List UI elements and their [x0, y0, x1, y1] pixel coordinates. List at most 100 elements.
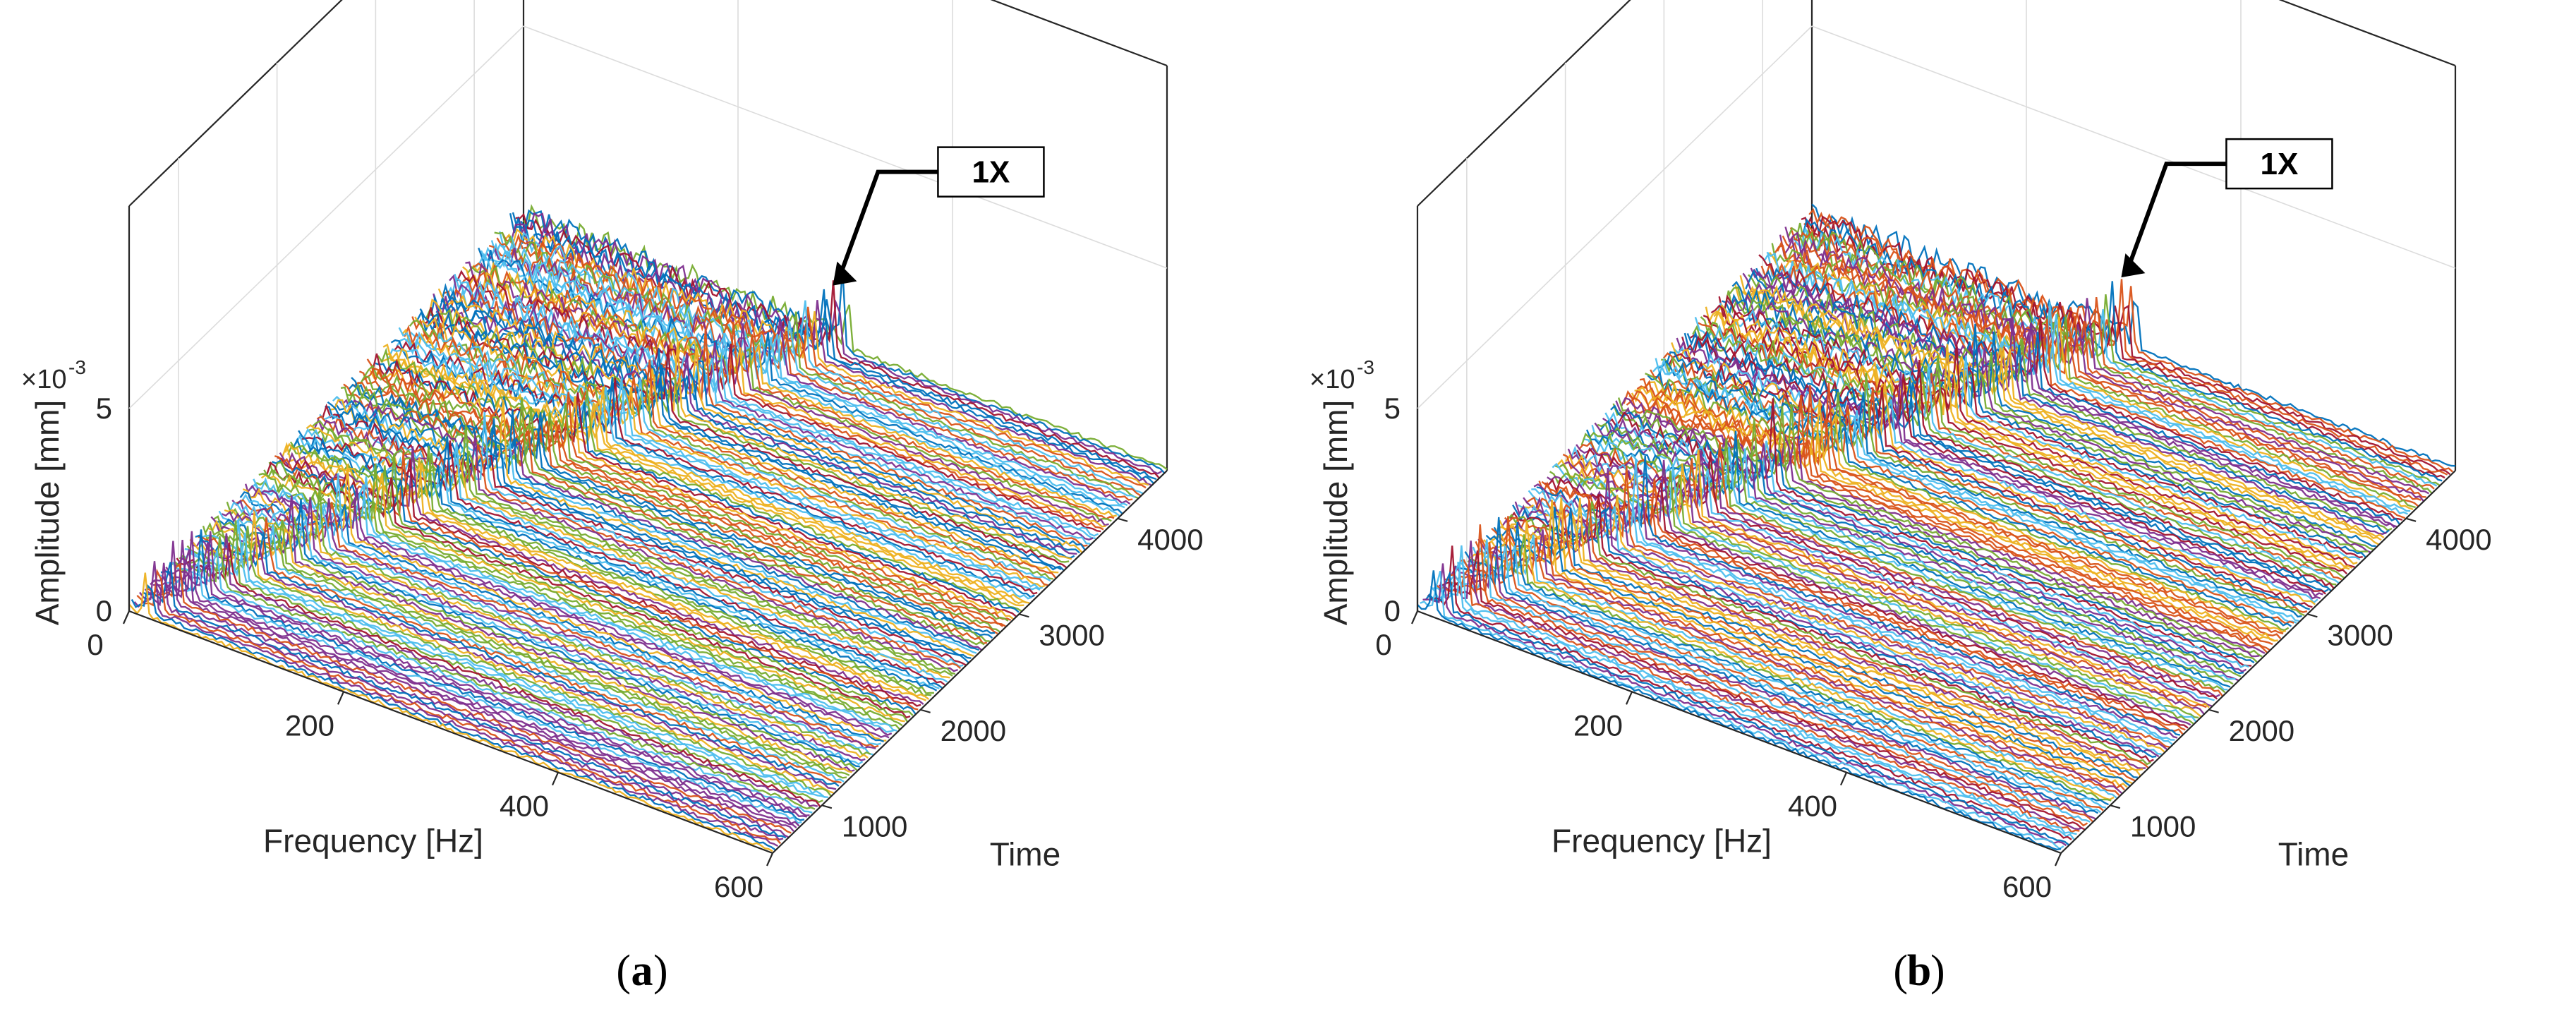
spectrum-trace — [1536, 455, 2181, 736]
spectrum-trace — [1661, 356, 2305, 617]
spectrum-trace — [1518, 504, 2162, 755]
spectrum-trace — [1683, 332, 2329, 593]
y-tick-label: 2000 — [2229, 714, 2294, 747]
spectrum-trace — [176, 542, 821, 808]
spectrum-trace — [490, 240, 1136, 498]
spectrum-trace — [263, 465, 909, 723]
x-tick-label: 400 — [1788, 790, 1837, 823]
spectrum-trace — [1657, 359, 2302, 618]
x-tick-label: 0 — [87, 628, 103, 661]
spectrum-traces — [1417, 203, 2456, 851]
spectrum-trace — [346, 383, 990, 642]
spectrum-trace — [1671, 342, 2316, 605]
z-tick-label: 5 — [96, 392, 112, 425]
spectrum-trace — [1491, 508, 2136, 782]
spectrum-trace — [1597, 417, 2242, 677]
spectrum-trace — [478, 247, 1123, 514]
annotation-box — [2225, 138, 2333, 190]
gridlines — [1417, 0, 2456, 564]
spectrum-trace — [1433, 545, 2077, 835]
y-tick-label: 4000 — [1137, 523, 1203, 556]
spectrum-trace — [1417, 570, 2062, 851]
spectrum-trace — [1792, 225, 2438, 487]
spectrum-traces — [128, 204, 1168, 852]
spectrum-trace — [1520, 495, 2165, 753]
spectrum-trace — [255, 481, 900, 730]
svg-text:(: ( — [616, 947, 631, 995]
y-axis-label: Time — [990, 835, 1061, 872]
y-tick-label: 3000 — [1039, 618, 1104, 651]
y-axis-label: Time — [2278, 835, 2350, 872]
y-tick-label: 4000 — [2426, 523, 2491, 556]
spectrum-trace — [332, 395, 977, 654]
annotation-box — [937, 146, 1045, 198]
spectrum-trace — [375, 361, 1020, 613]
spectrum-trace — [1512, 505, 2157, 758]
spectrum-trace — [1422, 563, 2067, 847]
spectrum-trace — [1636, 380, 2282, 639]
spectrum-trace — [1803, 222, 2448, 476]
spectrum-trace — [1718, 294, 2363, 559]
svg-text:(: ( — [1893, 947, 1908, 995]
spectrum-trace — [181, 519, 826, 798]
spectrum-trace — [361, 367, 1006, 627]
spectrum-trace — [313, 417, 958, 672]
spectrum-trace — [192, 533, 837, 790]
spectrum-trace — [1556, 459, 2202, 718]
spectrum-trace — [366, 358, 1012, 621]
spectrum-trace — [470, 262, 1115, 520]
spectrum-trace — [1626, 397, 2271, 651]
spectrum-trace — [152, 549, 797, 829]
spectrum-trace — [1459, 516, 2104, 811]
spectrum-trace — [1713, 303, 2358, 565]
spectrum-trace — [157, 560, 802, 824]
spectrum-trace — [1509, 494, 2154, 763]
annotation-arrowhead — [2121, 253, 2146, 278]
y-tick-label: 1000 — [842, 809, 907, 843]
spectrum-trace — [1438, 541, 2083, 831]
z-exponent-label: ×10 — [1310, 365, 1355, 394]
spectrum-trace — [501, 232, 1147, 489]
chart-panel-a: 5 0 0 200 400 600 1000 2000 3000 4000 ×1… — [21, 0, 1204, 995]
spectrum-trace — [1565, 449, 2210, 708]
spectrum-trace — [210, 495, 855, 773]
caption-letter: a — [631, 947, 653, 995]
z-tick-labels: 5 0 — [1384, 392, 1401, 627]
spectrum-trace — [1538, 481, 2184, 735]
spectrum-trace — [239, 491, 885, 743]
spectrum-trace — [327, 401, 972, 659]
svg-text:): ) — [653, 947, 668, 995]
spectrum-trace — [231, 498, 876, 749]
spectrum-trace — [1698, 322, 2342, 581]
spectrum-trace — [1662, 352, 2308, 613]
caption-letter: b — [1907, 947, 1931, 995]
x-tick-label: 0 — [1375, 628, 1391, 661]
spectrum-trace — [1739, 275, 2385, 539]
spectrum-trace — [136, 568, 782, 845]
spectrum-trace — [195, 532, 840, 787]
spectrum-trace — [1578, 440, 2223, 697]
y-tick-label: 2000 — [941, 714, 1006, 747]
spectrum-trace — [208, 519, 852, 773]
spectrum-trace — [406, 331, 1051, 582]
spectrum-trace — [485, 246, 1131, 505]
spectrum-trace — [1420, 570, 2064, 850]
spectrum-trace — [1464, 521, 2109, 806]
z-tick-label: 5 — [1384, 392, 1401, 425]
spectrum-trace — [289, 441, 934, 694]
spectrum-trace — [480, 250, 1125, 509]
spectrum-trace — [147, 562, 792, 834]
z-tick-label: 0 — [96, 594, 112, 627]
x-tick-labels: 0 200 400 600 — [1375, 628, 2052, 903]
spectrum-trace — [1721, 294, 2366, 558]
caption: ( a ) — [616, 947, 667, 995]
spectrum-trace — [237, 473, 882, 746]
spectrum-trace — [1514, 468, 2160, 758]
spectrum-trace — [1429, 562, 2075, 840]
spectrum-trace — [1705, 306, 2350, 571]
spectrum-trace — [1795, 222, 2441, 486]
spectrum-trace — [1615, 400, 2260, 658]
spectrum-trace — [1679, 339, 2323, 598]
spectrum-trace — [449, 274, 1094, 541]
spectrum-trace — [1763, 251, 2408, 515]
